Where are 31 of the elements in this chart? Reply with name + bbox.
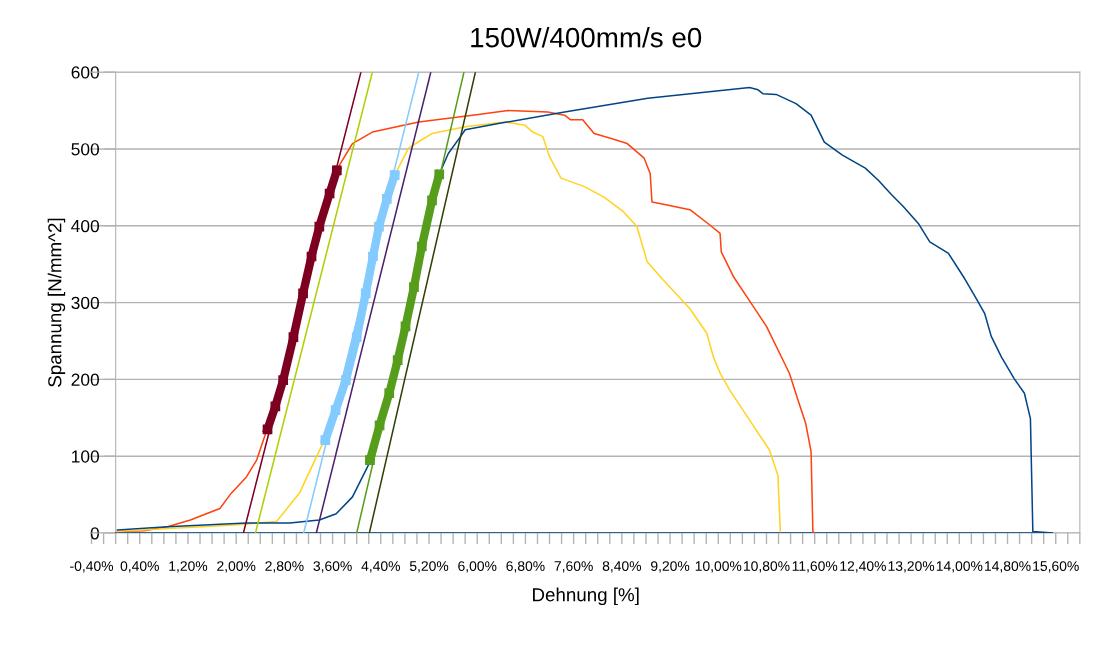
x-tick-label: 10,80%	[743, 561, 790, 573]
y-tick-label: 0	[90, 527, 99, 540]
x-tick-label: 14,00%	[936, 561, 983, 573]
x-tick-label: 5,20%	[409, 561, 449, 573]
x-tick-label: 10,00%	[695, 561, 742, 573]
x-tick-label: 2,80%	[265, 561, 304, 573]
x-tick-label: 0,40%	[120, 561, 159, 573]
y-tick-label: 400	[71, 219, 100, 233]
x-tick-label: 8,40%	[602, 561, 642, 573]
x-tick-label: 4,40%	[361, 561, 400, 573]
x-tick-label: 14,80%	[985, 561, 1031, 573]
x-tick-label: -0,40%	[70, 561, 114, 573]
chart-title: 150W/400mm/s e0	[471, 27, 702, 48]
y-tick-label: 100	[72, 450, 100, 463]
y-axis-title: Spannung [N/mm^2]	[47, 218, 66, 387]
y-tick-label: 600	[71, 66, 100, 79]
x-tick-label: 7,60%	[554, 561, 593, 573]
x-tick-label: 3,60%	[313, 561, 352, 573]
y-tick-label: 200	[71, 373, 100, 386]
x-tick-label: 9,20%	[651, 561, 690, 573]
x-tick-label: 6,00%	[458, 561, 497, 573]
x-tick-label: 6,80%	[506, 561, 545, 573]
x-axis-title: Dehnung [%]	[533, 587, 639, 606]
y-tick-label: 500	[71, 143, 100, 156]
x-tick-label: 1,20%	[169, 561, 208, 573]
x-tick-label: 15,60%	[1033, 561, 1079, 573]
x-tick-label: 13,20%	[888, 561, 935, 573]
x-tick-label: 11,60%	[792, 561, 838, 573]
y-tick-label: 300	[71, 296, 100, 310]
x-tick-label: 2,00%	[217, 561, 256, 573]
x-tick-label: 12,40%	[840, 561, 886, 573]
